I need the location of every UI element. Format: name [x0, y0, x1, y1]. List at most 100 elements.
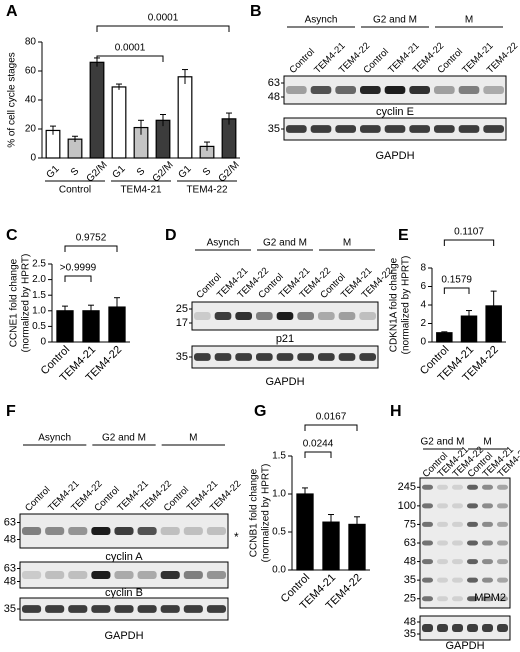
significance-bracket [96, 55, 164, 62]
y-tick-label: 2 [420, 318, 426, 329]
blot-band [310, 125, 332, 133]
error-bar [88, 304, 94, 317]
significance-bracket [304, 451, 332, 458]
blot-band [437, 596, 448, 602]
blot-band [338, 353, 356, 361]
error-bar [50, 125, 56, 135]
blot-band [286, 86, 307, 94]
blot-band [235, 353, 252, 361]
blot-band [467, 521, 478, 527]
blot-band [206, 605, 226, 613]
y-tick-label: 40 [25, 95, 37, 106]
blot-band [409, 86, 430, 94]
y-tick-label: 1.5 [32, 290, 46, 301]
blot-band [467, 596, 478, 602]
mw-marker: 35 [4, 603, 16, 615]
blot-band [437, 559, 448, 565]
significance-bracket [96, 25, 230, 32]
blot-band [467, 484, 478, 490]
y-tick-label: 2.5 [32, 259, 46, 270]
blot-band [384, 86, 406, 94]
blot-band [45, 527, 65, 535]
blot-band [297, 312, 314, 320]
y-tick-label: 0 [420, 337, 426, 348]
lane-group-label: M [343, 238, 351, 249]
lane-group-label: Asynch [207, 238, 240, 249]
mw-marker: 63 [404, 537, 416, 549]
blot-band [467, 577, 478, 583]
blot-band [183, 605, 203, 613]
mw-marker: 17 [176, 317, 188, 329]
error-bar [441, 331, 448, 334]
mw-marker: 48 [4, 575, 16, 587]
significance-bracket [304, 424, 358, 431]
mw-marker: 63 [4, 562, 16, 574]
y-tick-label: 0.5 [32, 321, 46, 332]
blot-band [482, 577, 493, 583]
significance-bracket [64, 275, 92, 282]
blot-label: GAPDH [375, 150, 414, 162]
y-axis-label: CCNB1 fold change [249, 468, 260, 557]
y-tick-label: 2.0 [32, 274, 46, 285]
blot-band [360, 86, 381, 94]
significance-bracket [443, 239, 495, 246]
blot-band [360, 125, 381, 133]
mw-marker: 25 [404, 593, 416, 605]
x-tick-label: G1 [176, 163, 194, 181]
blot-label: cyclin B [105, 587, 143, 599]
blot-band [422, 484, 433, 490]
blot-band [68, 527, 88, 535]
mw-marker: 48 [404, 555, 416, 567]
blot-band [206, 571, 226, 579]
blot-band [437, 484, 448, 490]
bar [436, 332, 453, 343]
p-value: 0.0001 [148, 13, 179, 24]
p-value: 0.0167 [316, 412, 347, 423]
blot-band [214, 312, 232, 320]
blot-band [91, 571, 111, 579]
blot-band [91, 605, 111, 613]
error-bar [62, 305, 68, 316]
blot-band [437, 503, 448, 509]
error-bar [160, 114, 166, 127]
panel-letter: G [254, 403, 266, 420]
significance-bracket [443, 287, 470, 294]
mw-marker: 48 [404, 616, 416, 628]
p-value: 0.0001 [115, 43, 146, 54]
blot-band [91, 527, 111, 535]
y-axis-label: CDKN1A fold change [389, 257, 400, 352]
blot-strip [419, 615, 511, 641]
bar [177, 76, 193, 159]
p-value: 0.1579 [441, 275, 472, 286]
panel-letter: A [6, 3, 18, 20]
error-bar [302, 487, 308, 501]
blot-band [452, 577, 463, 583]
lane-label: Control [23, 484, 52, 513]
blot-band [114, 605, 134, 613]
blot-band [467, 624, 478, 632]
group-label: Control [59, 185, 91, 196]
y-axis-label: % of cell cycle stages [7, 52, 18, 148]
blot-band [137, 527, 157, 535]
blot-band [384, 125, 406, 133]
blot-band [22, 571, 42, 579]
blot-band [482, 503, 493, 509]
y-tick-label: 1.0 [32, 305, 46, 316]
blot-band [310, 86, 332, 94]
mw-marker: 245 [398, 481, 416, 493]
y-tick-label: 8 [420, 263, 426, 274]
blot-band [482, 540, 493, 546]
mw-marker: 63 [268, 77, 280, 89]
x-tick-label: S [69, 166, 82, 179]
error-bar [354, 516, 360, 532]
blot-band [452, 596, 463, 602]
blot-band [214, 353, 232, 361]
panel-letter: C [6, 227, 18, 244]
blot-band [497, 521, 508, 527]
blot-strip [419, 477, 511, 609]
y-tick-label: 0.0 [272, 565, 286, 576]
blot-band [194, 312, 211, 320]
y-tick-label: 80 [25, 37, 37, 48]
blot-band [422, 596, 433, 602]
